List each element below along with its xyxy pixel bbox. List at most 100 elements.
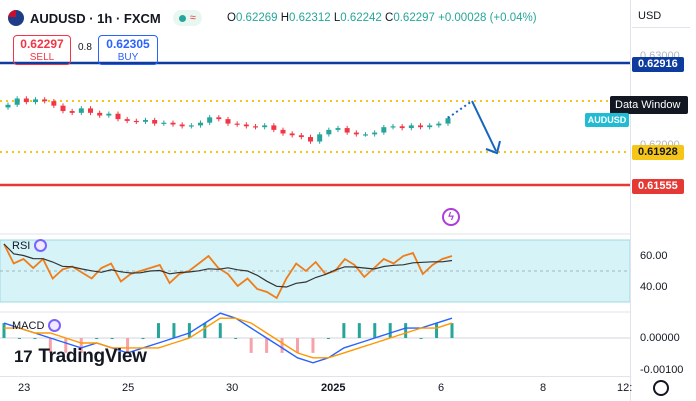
tradingview-mark-icon: 17: [14, 347, 33, 366]
candle-body: [317, 134, 323, 142]
macd-histogram-bar: [187, 323, 191, 338]
candle-body: [216, 117, 222, 120]
candle-body: [280, 129, 286, 134]
candle-body: [253, 126, 258, 128]
macd-tick-negative: -0.00100: [640, 364, 684, 376]
macd-histogram-bar: [357, 323, 361, 338]
time-tick: 2025: [321, 382, 346, 394]
wave-icon: ≈: [189, 12, 196, 24]
candle-body: [78, 108, 84, 113]
time-axis[interactable]: [0, 376, 630, 401]
macd-histogram-bar: [172, 323, 176, 338]
macd-histogram-bar: [265, 338, 269, 353]
candle-body: [390, 126, 396, 128]
projection-arrow: [471, 100, 497, 152]
buy-button[interactable]: 0.62305 BUY: [98, 35, 158, 65]
price-label-dotted: 0.61928: [632, 145, 684, 160]
data-window-tooltip: Data Window: [610, 96, 688, 114]
indicator-settings-icon[interactable]: [48, 319, 62, 332]
candle-body: [5, 104, 11, 108]
candle-body: [372, 132, 378, 135]
macd-histogram-bar: [156, 323, 160, 338]
macd-pane-label[interactable]: MACD: [12, 319, 62, 332]
time-tick: 12:: [617, 382, 633, 394]
symbol-header[interactable]: AUDUSD · 1h · FXCM ≈: [8, 10, 202, 26]
candle-body: [42, 99, 48, 102]
candle-body: [179, 124, 185, 127]
macd-histogram-bar: [95, 338, 99, 339]
candle-body: [308, 137, 313, 142]
candle-body: [399, 126, 405, 129]
rsi-tick-40: 40.00: [640, 281, 668, 293]
sell-label: SELL: [29, 52, 55, 63]
candle-body: [418, 125, 423, 128]
candle-body: [51, 101, 57, 106]
macd-histogram-bar: [2, 323, 6, 338]
sell-button[interactable]: 0.62297 SELL: [13, 35, 71, 65]
candle-body: [427, 125, 433, 128]
candles-group: [5, 96, 451, 144]
macd-histogram-bar: [326, 338, 330, 339]
candle-body: [198, 122, 203, 126]
rsi-average-line: [3, 243, 453, 288]
candle-body: [170, 122, 176, 125]
spread-value: 0.8: [78, 42, 92, 53]
rsi-tick-60: 60.00: [640, 250, 668, 262]
currency-selector[interactable]: USD: [632, 6, 690, 28]
rsi-line: [3, 243, 453, 300]
symbol-title: AUDUSD · 1h · FXCM: [30, 10, 161, 26]
candle-body: [298, 135, 304, 138]
macd-histogram-bar: [296, 338, 300, 353]
projection-arrowhead: [485, 140, 501, 155]
candle-body: [14, 98, 20, 105]
lightning-icon[interactable]: ϟ: [442, 208, 460, 226]
macd-histogram-bar: [17, 338, 21, 339]
indicator-settings-icon[interactable]: [34, 239, 48, 252]
candle-body: [133, 120, 139, 123]
macd-histogram-bar: [126, 338, 130, 353]
candle-body: [289, 133, 295, 136]
macd-histogram-bar: [249, 338, 253, 353]
candle-body: [143, 120, 148, 122]
candle-body: [262, 125, 268, 128]
low-value: 0.62242: [340, 12, 382, 24]
rsi-pane-label[interactable]: RSI: [12, 239, 48, 252]
macd-histogram-bar: [450, 323, 454, 338]
candle-body: [69, 111, 75, 113]
time-tick: 6: [438, 382, 445, 394]
market-open-dot-icon: [178, 14, 186, 22]
candle-body: [271, 125, 277, 130]
candle-body: [115, 113, 121, 120]
macd-histogram-bar: [203, 323, 207, 338]
open-value: 0.62269: [235, 12, 278, 24]
candle-body: [124, 119, 130, 121]
time-tick: 25: [122, 382, 135, 394]
high-value: 0.62312: [289, 12, 331, 24]
rsi-group: [3, 243, 453, 300]
candle-body: [445, 118, 451, 124]
time-tick: 30: [226, 382, 239, 394]
candle-body: [207, 117, 213, 123]
market-status-pill[interactable]: ≈: [172, 10, 202, 26]
candle-body: [106, 113, 112, 116]
macd-histogram-bar: [342, 323, 346, 338]
candle-body: [381, 127, 387, 133]
tradingview-logo[interactable]: 17 TradingView: [14, 346, 147, 368]
candle-body: [408, 125, 414, 129]
buy-label: BUY: [117, 52, 139, 63]
chart-settings-gear-icon[interactable]: [653, 380, 669, 396]
macd-histogram-bar: [311, 338, 315, 353]
buy-price: 0.62305: [106, 37, 150, 51]
candle-body: [88, 108, 93, 113]
macd-histogram-bar: [79, 338, 83, 353]
candle-body: [353, 132, 359, 135]
time-tick: 23: [18, 382, 31, 394]
price-label-support: 0.61555: [632, 179, 684, 194]
macd-label: MACD: [12, 319, 45, 332]
macd-histogram-bar: [141, 338, 145, 339]
au-flag-icon: [8, 10, 24, 26]
macd-histogram-bar: [33, 338, 37, 339]
candle-body: [344, 128, 350, 133]
